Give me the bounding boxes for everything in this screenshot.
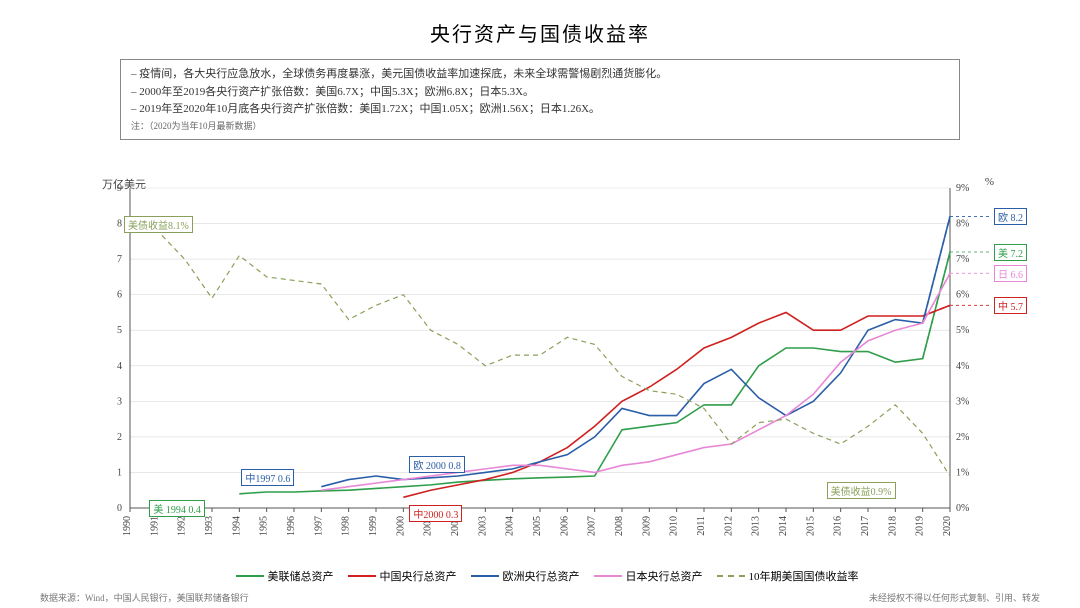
svg-text:1998: 1998: [341, 516, 352, 536]
legend-swatch: [471, 575, 499, 577]
svg-text:3%: 3%: [956, 396, 969, 407]
svg-text:2016: 2016: [833, 516, 844, 536]
data-source: 数据来源：Wind，中国人民银行，美国联邦储备银行: [40, 591, 249, 604]
svg-text:2012: 2012: [723, 516, 734, 536]
svg-text:1997: 1997: [313, 516, 324, 536]
svg-text:1990: 1990: [122, 516, 133, 536]
legend: 美联储总资产 中国央行总资产 欧洲央行总资产 日本央行总资产 10年期美国国债收益率: [0, 568, 1080, 584]
svg-text:1%: 1%: [956, 467, 969, 478]
copyright: 未经授权不得以任何形式复制、引用、转发: [869, 591, 1040, 604]
legend-swatch: [594, 575, 622, 577]
inline-annotation: 中1997 0.6: [241, 469, 294, 486]
svg-text:1992: 1992: [177, 516, 188, 536]
svg-text:2003: 2003: [477, 516, 488, 536]
inline-annotation: 欧 2000 0.8: [409, 456, 465, 473]
svg-text:0%: 0%: [956, 503, 969, 514]
end-label: 美 7.2: [994, 244, 1027, 261]
svg-text:2014: 2014: [778, 516, 789, 536]
end-label: 中 5.7: [994, 297, 1027, 314]
svg-text:2015: 2015: [805, 516, 816, 536]
svg-text:3: 3: [117, 396, 122, 407]
chart-canvas: 0 0% 1 1% 2 2% 3 3% 4 4% 5 5% 6 6% 7 7% 8 8% 9 9% 1990 1991 19…: [0, 0, 1080, 608]
svg-text:2017: 2017: [860, 516, 871, 536]
svg-text:8%: 8%: [956, 219, 969, 230]
svg-text:6%: 6%: [956, 290, 969, 301]
svg-text:6: 6: [117, 290, 122, 301]
inline-annotation: 美债收益8.1%: [124, 216, 193, 233]
svg-text:1996: 1996: [286, 516, 297, 536]
legend-label: 欧洲央行总资产: [503, 571, 580, 583]
svg-text:9%: 9%: [956, 183, 969, 194]
svg-text:2013: 2013: [751, 516, 762, 536]
svg-text:2%: 2%: [956, 432, 969, 443]
svg-text:9: 9: [117, 183, 122, 194]
svg-text:1: 1: [117, 467, 122, 478]
svg-text:5%: 5%: [956, 325, 969, 336]
legend-swatch: [348, 575, 376, 577]
svg-text:1995: 1995: [259, 516, 270, 536]
svg-text:2004: 2004: [505, 516, 516, 536]
svg-text:2009: 2009: [641, 516, 652, 536]
svg-text:7%: 7%: [956, 254, 969, 265]
svg-text:2008: 2008: [614, 516, 625, 536]
svg-text:2011: 2011: [696, 516, 707, 536]
svg-text:2006: 2006: [559, 516, 570, 536]
svg-text:1993: 1993: [204, 516, 215, 536]
svg-text:2005: 2005: [532, 516, 543, 536]
end-label: 欧 8.2: [994, 208, 1027, 225]
svg-text:2000: 2000: [395, 516, 406, 536]
chart-page: { "title": "央行资产与国债收益率", "notes": [ "– 疫…: [0, 0, 1080, 608]
svg-text:2: 2: [117, 432, 122, 443]
svg-text:4: 4: [117, 361, 122, 372]
svg-text:1994: 1994: [231, 516, 242, 536]
legend-swatch: [236, 575, 264, 577]
svg-text:1991: 1991: [149, 516, 160, 536]
legend-swatch: [717, 575, 745, 577]
svg-text:4%: 4%: [956, 361, 969, 372]
svg-text:5: 5: [117, 325, 122, 336]
legend-label: 日本央行总资产: [626, 571, 703, 583]
svg-text:0: 0: [117, 503, 122, 514]
inline-annotation: 中2000 0.3: [409, 505, 462, 522]
svg-text:2007: 2007: [587, 516, 598, 536]
svg-text:7: 7: [117, 254, 122, 265]
svg-text:2010: 2010: [669, 516, 680, 536]
legend-label: 中国央行总资产: [380, 571, 457, 583]
legend-label: 10年期美国国债收益率: [749, 571, 859, 583]
svg-text:1999: 1999: [368, 516, 379, 536]
end-label: 日 6.6: [994, 265, 1027, 282]
svg-text:2020: 2020: [942, 516, 953, 536]
legend-label: 美联储总资产: [268, 571, 334, 583]
inline-annotation: 美 1994 0.4: [149, 500, 205, 517]
svg-text:8: 8: [117, 219, 122, 230]
inline-annotation: 美债收益0.9%: [827, 482, 896, 499]
svg-text:2018: 2018: [887, 516, 898, 536]
svg-text:2019: 2019: [915, 516, 926, 536]
